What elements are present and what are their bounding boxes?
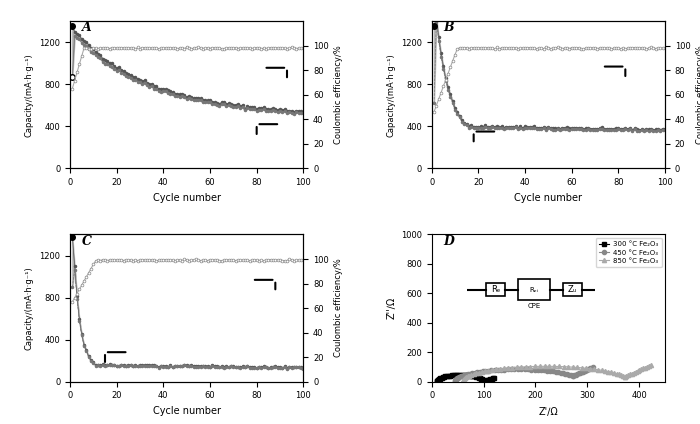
- 300 °C Fe₂O₃: [433, 379, 441, 384]
- 850 °C Fe₂O₃: [643, 364, 651, 369]
- 300 °C Fe₂O₃: [440, 374, 448, 379]
- 300 °C Fe₂O₃: [433, 377, 442, 382]
- 300 °C Fe₂O₃: [479, 377, 487, 382]
- 450 °C Fe₂O₃: [482, 368, 490, 374]
- X-axis label: Cycle number: Cycle number: [153, 406, 220, 416]
- 450 °C Fe₂O₃: [586, 366, 594, 371]
- 300 °C Fe₂O₃: [490, 375, 498, 380]
- Legend: 300 °C Fe₂O₃, 450 °C Fe₂O₃, 850 °C Fe₂O₃: 300 °C Fe₂O₃, 450 °C Fe₂O₃, 850 °C Fe₂O₃: [596, 238, 661, 267]
- Text: B: B: [443, 22, 454, 34]
- 450 °C Fe₂O₃: [451, 379, 459, 384]
- Y-axis label: Capacity∕(mA·h·g⁻¹): Capacity∕(mA·h·g⁻¹): [25, 266, 34, 350]
- 300 °C Fe₂O₃: [455, 372, 463, 377]
- X-axis label: Cycle number: Cycle number: [514, 192, 582, 203]
- 300 °C Fe₂O₃: [458, 373, 467, 378]
- 450 °C Fe₂O₃: [589, 365, 598, 370]
- 300 °C Fe₂O₃: [484, 377, 492, 382]
- 300 °C Fe₂O₃: [435, 376, 444, 381]
- 300 °C Fe₂O₃: [477, 376, 485, 381]
- 300 °C Fe₂O₃: [464, 373, 473, 378]
- Line: 450 °C Fe₂O₃: 450 °C Fe₂O₃: [453, 365, 596, 384]
- 300 °C Fe₂O₃: [466, 373, 475, 378]
- 300 °C Fe₂O₃: [435, 377, 443, 382]
- 300 °C Fe₂O₃: [449, 373, 458, 378]
- Y-axis label: Coulombic efficiency∕%: Coulombic efficiency∕%: [696, 45, 700, 144]
- 300 °C Fe₂O₃: [480, 379, 488, 384]
- 450 °C Fe₂O₃: [527, 367, 536, 372]
- X-axis label: Z'∕Ω: Z'∕Ω: [538, 406, 558, 416]
- Y-axis label: Coulombic efficiency∕%: Coulombic efficiency∕%: [335, 259, 344, 357]
- 850 °C Fe₂O₃: [646, 363, 654, 368]
- 300 °C Fe₂O₃: [436, 376, 445, 381]
- 300 °C Fe₂O₃: [463, 373, 471, 378]
- 850 °C Fe₂O₃: [540, 364, 549, 369]
- 300 °C Fe₂O₃: [479, 378, 487, 383]
- Line: 850 °C Fe₂O₃: 850 °C Fe₂O₃: [461, 363, 652, 384]
- 450 °C Fe₂O₃: [470, 370, 479, 375]
- 300 °C Fe₂O₃: [469, 374, 477, 379]
- X-axis label: Cycle number: Cycle number: [153, 192, 220, 203]
- 300 °C Fe₂O₃: [433, 379, 441, 384]
- 450 °C Fe₂O₃: [507, 367, 515, 372]
- 300 °C Fe₂O₃: [441, 374, 449, 379]
- 850 °C Fe₂O₃: [630, 370, 638, 375]
- 450 °C Fe₂O₃: [576, 370, 584, 375]
- 300 °C Fe₂O₃: [468, 373, 476, 378]
- 300 °C Fe₂O₃: [478, 377, 486, 382]
- 300 °C Fe₂O₃: [482, 378, 490, 383]
- Y-axis label: Coulombic efficiency∕%: Coulombic efficiency∕%: [335, 45, 344, 144]
- 850 °C Fe₂O₃: [568, 365, 577, 370]
- 300 °C Fe₂O₃: [446, 373, 454, 378]
- 300 °C Fe₂O₃: [473, 375, 482, 380]
- 300 °C Fe₂O₃: [480, 379, 488, 384]
- 300 °C Fe₂O₃: [457, 372, 466, 377]
- 300 °C Fe₂O₃: [487, 376, 496, 381]
- 300 °C Fe₂O₃: [483, 378, 491, 383]
- Y-axis label: Capacity∕(mA·h·g⁻¹): Capacity∕(mA·h·g⁻¹): [25, 53, 34, 137]
- 300 °C Fe₂O₃: [442, 374, 451, 379]
- 300 °C Fe₂O₃: [453, 373, 461, 378]
- 300 °C Fe₂O₃: [444, 373, 453, 378]
- 300 °C Fe₂O₃: [438, 375, 447, 380]
- 300 °C Fe₂O₃: [485, 377, 494, 382]
- 300 °C Fe₂O₃: [489, 376, 497, 381]
- Line: 300 °C Fe₂O₃: 300 °C Fe₂O₃: [435, 373, 496, 384]
- 850 °C Fe₂O₃: [458, 379, 467, 384]
- 300 °C Fe₂O₃: [470, 374, 479, 379]
- 300 °C Fe₂O₃: [452, 373, 460, 378]
- 300 °C Fe₂O₃: [472, 374, 480, 379]
- 300 °C Fe₂O₃: [448, 373, 456, 378]
- 300 °C Fe₂O₃: [438, 375, 446, 380]
- 850 °C Fe₂O₃: [503, 365, 512, 371]
- 300 °C Fe₂O₃: [480, 379, 488, 384]
- 300 °C Fe₂O₃: [477, 377, 486, 382]
- Text: A: A: [82, 22, 92, 34]
- 300 °C Fe₂O₃: [434, 377, 442, 382]
- 300 °C Fe₂O₃: [461, 373, 469, 378]
- 300 °C Fe₂O₃: [486, 377, 495, 382]
- 300 °C Fe₂O₃: [433, 378, 442, 383]
- 300 °C Fe₂O₃: [476, 376, 484, 381]
- Text: C: C: [82, 235, 92, 248]
- Text: D: D: [443, 235, 454, 248]
- Y-axis label: Z''∕Ω: Z''∕Ω: [386, 297, 396, 319]
- 300 °C Fe₂O₃: [480, 379, 489, 384]
- Y-axis label: Capacity∕(mA·h·g⁻¹): Capacity∕(mA·h·g⁻¹): [386, 53, 395, 137]
- 850 °C Fe₂O₃: [488, 368, 496, 373]
- 300 °C Fe₂O₃: [475, 375, 483, 380]
